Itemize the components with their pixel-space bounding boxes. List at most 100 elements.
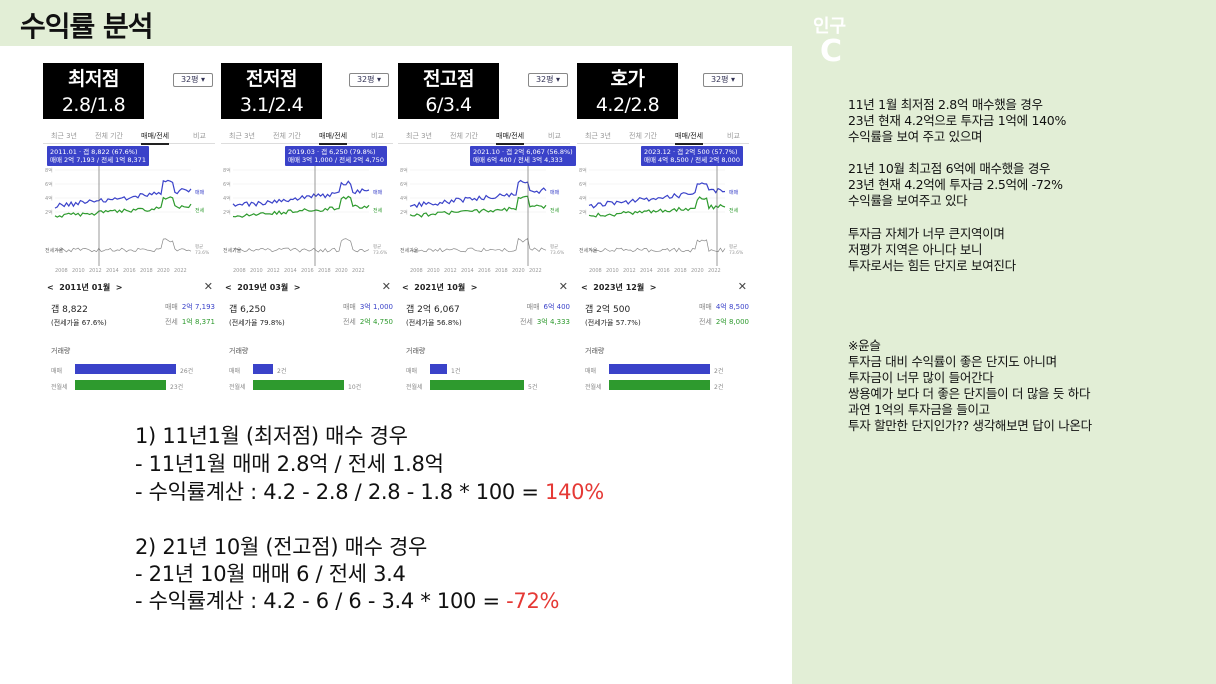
price-label-title: 전고점 — [423, 68, 474, 90]
tab-3[interactable]: 비교 — [727, 132, 740, 140]
volume-bar-jeonse — [253, 380, 344, 390]
trade-price-line — [54, 179, 192, 209]
ratio-side: 평균 — [195, 243, 203, 250]
jeonse-ratio: (전세가율 79.8%) — [229, 319, 285, 327]
volume-row-trade: 매매 2건 — [585, 364, 753, 376]
tab-2[interactable]: 매매/전세 — [496, 131, 525, 145]
note-line: 저평가 지역은 아니다 보니 — [848, 242, 983, 257]
period-nav[interactable]: < 2021년 10월 > — [402, 283, 478, 292]
volume-row-jeonse: 전월세 10건 — [229, 380, 397, 392]
volume-count: 2건 — [277, 368, 287, 375]
tab-1[interactable]: 전체 기간 — [273, 132, 301, 140]
volume-bar-jeonse — [75, 380, 166, 390]
ratio-side: 평균 — [373, 243, 381, 250]
tab-2[interactable]: 매매/전세 — [141, 131, 170, 145]
jeonse-value: 2억 8,000 — [715, 318, 749, 326]
calc-case2-result: -72% — [506, 589, 560, 613]
volume-label: 전월세 — [406, 384, 423, 391]
jeonse-price: 전세 1억 8,371 — [165, 317, 215, 327]
volume-bar-trade — [430, 364, 447, 374]
size-select[interactable]: 32평 ▾ — [349, 73, 389, 87]
tab-2[interactable]: 매매/전세 — [675, 131, 704, 145]
volume-label: 전월세 — [229, 384, 246, 391]
price-card: 최저점 2.8/1.8 32평 ▾ 최근 3년 전체 기간 매매/전세 비교 8억 6억 4억 2억… — [43, 60, 223, 400]
chart-tooltip: 2023.12 · 갭 2억 500 (57.7%) 매매 4억 8,500 / … — [641, 146, 743, 166]
trade-price-line — [588, 182, 726, 209]
x-tick-label: 2020 — [157, 268, 170, 274]
period-nav[interactable]: < 2019년 03월 > — [225, 283, 301, 292]
close-icon[interactable]: ✕ — [203, 280, 213, 293]
volume-label: 매매 — [585, 368, 597, 375]
tab-3[interactable]: 비교 — [193, 132, 206, 140]
note-block-4: ※윤슬 투자금 대비 수익률이 좋은 단지도 아니며 투자금이 너무 많이 들어… — [848, 338, 1092, 434]
volume-label: 전월세 — [51, 384, 68, 391]
size-select[interactable]: 32평 ▾ — [528, 73, 568, 87]
gap-value: 갭 6,250 — [229, 305, 266, 315]
ratio-pct: 73.6% — [373, 250, 388, 256]
tab-2[interactable]: 매매/전세 — [319, 131, 348, 145]
note-line: 과연 1억의 투자금을 들이고 — [848, 402, 990, 417]
price-label-box: 최저점 2.8/1.8 — [43, 63, 144, 119]
period-nav[interactable]: < 2023년 12월 > — [581, 283, 657, 292]
tab-1[interactable]: 전체 기간 — [450, 132, 478, 140]
note-line: 23년 현재 4.2억에 투자금 2.5억에 -72% — [848, 177, 1063, 192]
price-label-title: 최저점 — [68, 68, 119, 90]
title-bar: 수익률 분석 — [0, 0, 792, 46]
close-icon[interactable]: ✕ — [737, 280, 747, 293]
tab-0[interactable]: 최근 3년 — [585, 132, 611, 140]
jeonse-price-line — [588, 196, 726, 218]
jeonse-price-line — [409, 195, 547, 218]
jeonse-price-line — [54, 196, 192, 218]
trade-value: 4억 8,500 — [715, 303, 749, 311]
tab-1[interactable]: 전체 기간 — [95, 132, 123, 140]
tab-1[interactable]: 전체 기간 — [629, 132, 657, 140]
volume-bar-jeonse — [609, 380, 710, 390]
price-card: 전저점 3.1/2.4 32평 ▾ 최근 3년 전체 기간 매매/전세 비교 8억 6억 4억 2억… — [221, 60, 401, 400]
note-line: 투자금이 너무 많이 들어간다 — [848, 370, 994, 385]
x-tick-label: 2018 — [140, 268, 153, 274]
trade-key: 매매 — [342, 303, 356, 311]
gap-value: 갭 8,822 — [51, 305, 88, 315]
calc-case1-line1: - 11년1월 매매 2.8억 / 전세 1.8억 — [135, 452, 444, 476]
x-tick-label: 2010 — [250, 268, 263, 274]
note-line: 투자금 자체가 너무 큰지역이며 — [848, 226, 1005, 241]
x-tick-label: 2020 — [512, 268, 525, 274]
ratio-label: 전세가율 — [400, 247, 419, 254]
ratio-pct: 73.6% — [195, 250, 210, 256]
y-tick-label: 8억 — [45, 167, 53, 174]
size-select[interactable]: 32평 ▾ — [703, 73, 743, 87]
ratio-label: 전세가율 — [45, 247, 64, 254]
x-tick-label: 2022 — [708, 268, 721, 274]
tooltip-line: 매매 6억 400 / 전세 3억 4,333 — [473, 156, 563, 164]
tab-3[interactable]: 비교 — [548, 132, 561, 140]
trade-key: 매매 — [698, 303, 712, 311]
price-label-value: 3.1/2.4 — [239, 94, 304, 116]
jeonse-value: 3억 4,333 — [536, 318, 570, 326]
close-icon[interactable]: ✕ — [558, 280, 568, 293]
period-nav[interactable]: < 2011년 01월 > — [47, 283, 123, 292]
tooltip-line: 2021.10 · 갭 2억 6,067 (56.8%) — [473, 148, 573, 156]
gap-value: 갭 2억 500 — [585, 305, 631, 315]
x-tick-label: 2008 — [410, 268, 423, 274]
close-icon[interactable]: ✕ — [381, 280, 391, 293]
trade-key: 매매 — [164, 303, 178, 311]
note-block-2: 21년 10월 최고점 6억에 매수했을 경우 23년 현재 4.2억에 투자금… — [848, 161, 1063, 209]
calc-case2-title: 2) 21년 10월 (전고점) 매수 경우 — [135, 535, 428, 559]
tab-0[interactable]: 최근 3년 — [406, 132, 432, 140]
x-tick-label: 2016 — [123, 268, 136, 274]
volume-count: 10건 — [348, 384, 362, 391]
side-panel — [792, 0, 1216, 684]
jeonse-price: 전세 2억 8,000 — [699, 317, 749, 327]
x-tick-label: 2020 — [691, 268, 704, 274]
tab-0[interactable]: 최근 3년 — [229, 132, 255, 140]
y-tick-label: 8억 — [579, 167, 587, 174]
jeonse-price: 전세 2억 4,750 — [343, 317, 393, 327]
jeonse-key: 전세 — [342, 318, 356, 326]
tab-3[interactable]: 비교 — [371, 132, 384, 140]
volume-count: 2건 — [714, 368, 724, 375]
tab-0[interactable]: 최근 3년 — [51, 132, 77, 140]
tooltip-line: 2023.12 · 갭 2억 500 (57.7%) — [644, 148, 738, 156]
size-select[interactable]: 32평 ▾ — [173, 73, 213, 87]
note-line: 수익률을 보여 주고 있으며 — [848, 129, 983, 144]
